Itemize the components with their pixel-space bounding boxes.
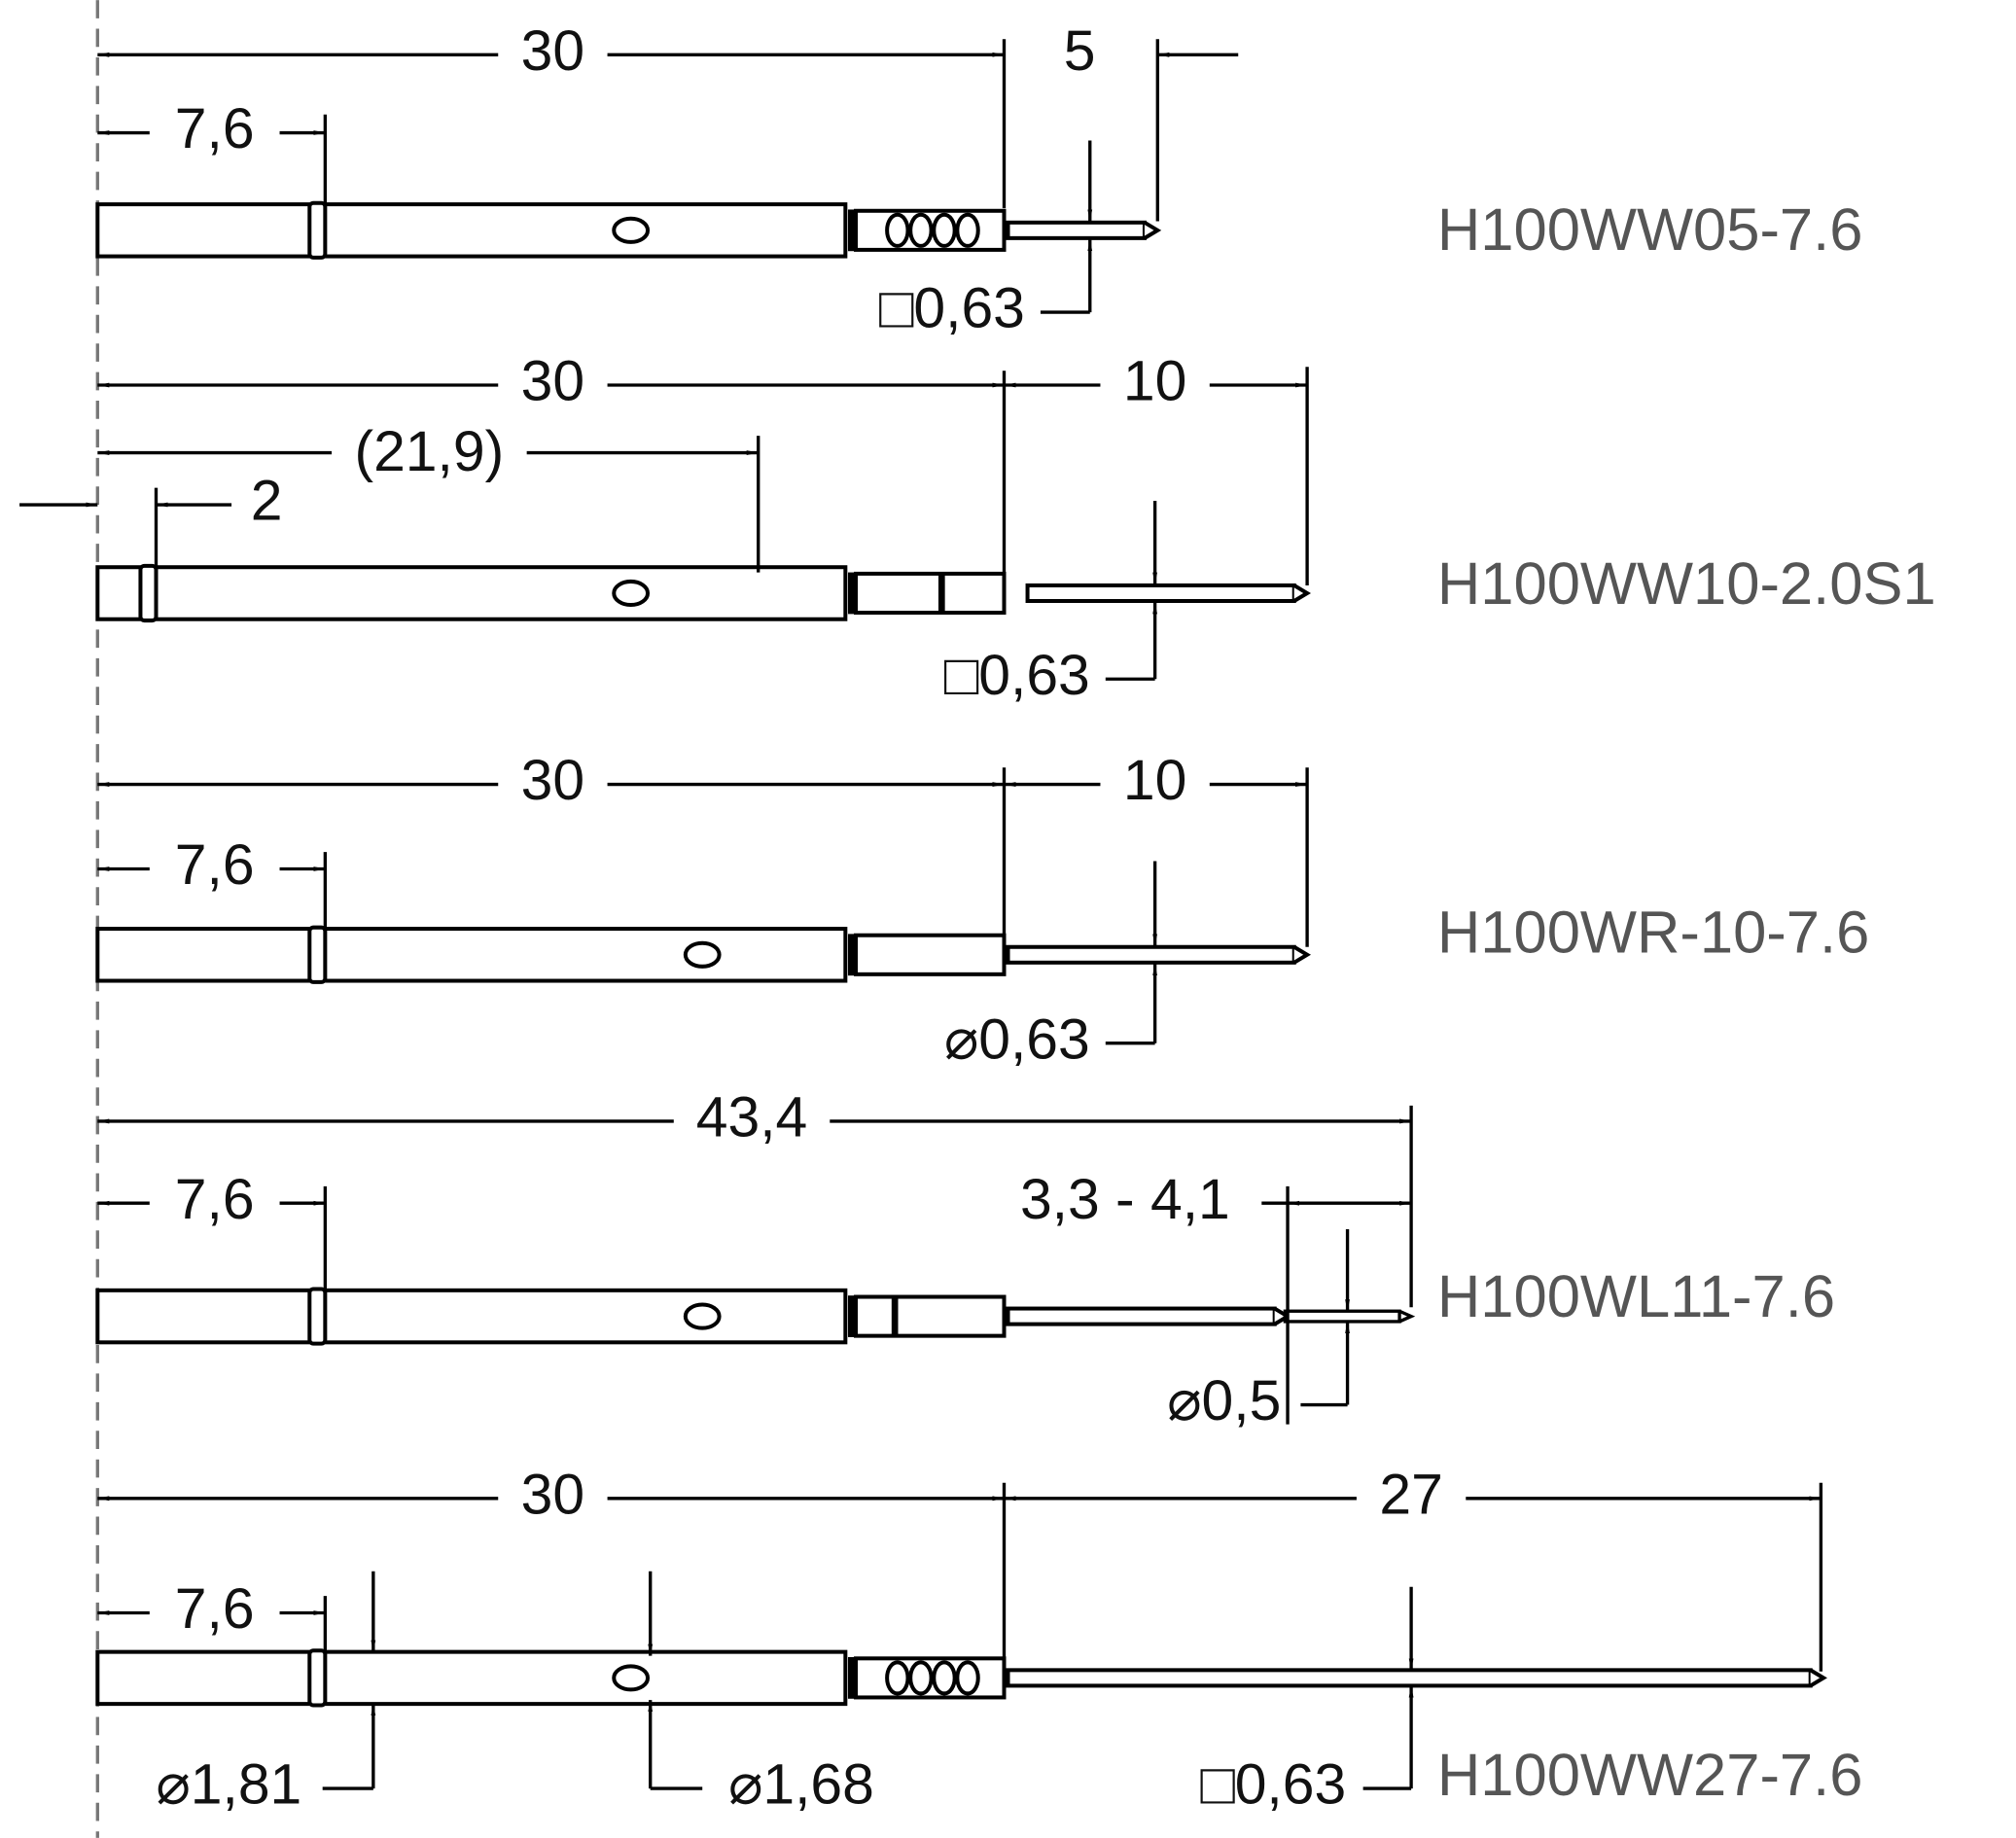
dim: □0,63 <box>879 277 1025 340</box>
dim: 10 <box>1123 749 1186 812</box>
dim: 30 <box>521 19 584 83</box>
probe-front <box>847 934 857 976</box>
probe-front <box>847 572 857 615</box>
pin <box>1006 944 1296 965</box>
dim: □0,63 <box>1200 1753 1346 1817</box>
probe-sleeve <box>854 933 1007 976</box>
groove <box>307 1287 328 1346</box>
dim: ⌀1,68 <box>728 1753 874 1817</box>
probe-front <box>847 1295 857 1337</box>
probe-name: H100WW10-2.0S1 <box>1437 550 1936 618</box>
probe-body <box>95 1649 848 1707</box>
dim: 43,4 <box>696 1086 807 1149</box>
dim: 7,6 <box>175 1577 255 1641</box>
probe-name: H100WL11-7.6 <box>1437 1263 1835 1330</box>
dim: 27 <box>1379 1463 1442 1526</box>
dim: 7,6 <box>175 1168 255 1231</box>
groove <box>307 925 328 984</box>
coil <box>908 212 934 248</box>
probe-name: H100WW05-7.6 <box>1437 196 1863 264</box>
dim: 3,3 - 4,1 <box>1020 1168 1230 1231</box>
pin <box>1025 583 1296 604</box>
pin-tip <box>1292 583 1312 603</box>
pin-tip <box>1398 1309 1416 1324</box>
groove <box>138 563 159 623</box>
pin-tip <box>1292 945 1312 965</box>
coil <box>932 1660 957 1696</box>
coil <box>885 1660 910 1696</box>
probe-body <box>95 1288 848 1345</box>
hole <box>612 1664 651 1692</box>
hole <box>612 579 651 608</box>
dim: 30 <box>521 749 584 812</box>
pin <box>1006 1306 1277 1326</box>
probe-name: H100WR-10-7.6 <box>1437 899 1869 966</box>
dim: 30 <box>521 1463 584 1526</box>
probe-body <box>95 565 848 621</box>
coil <box>932 212 957 248</box>
probe-sleeve <box>854 1294 1007 1338</box>
pin-tip <box>1143 221 1162 240</box>
probe-front <box>847 1656 857 1699</box>
pin <box>1006 220 1147 240</box>
probe-sleeve <box>854 571 1007 616</box>
shapes <box>19 39 1827 1790</box>
dim: ⌀0,63 <box>944 1007 1090 1071</box>
hole <box>683 1302 722 1330</box>
groove <box>307 1648 328 1708</box>
dim: 5 <box>1064 19 1096 83</box>
probe-name: H100WW27-7.6 <box>1437 1742 1863 1809</box>
dim: 2 <box>251 470 283 533</box>
dim: 30 <box>521 350 584 413</box>
pin <box>1006 1668 1813 1688</box>
dim: 7,6 <box>175 833 255 897</box>
coil <box>908 1660 934 1696</box>
pin-tip <box>1809 1668 1827 1688</box>
dim: 10 <box>1123 350 1186 413</box>
pin-thin <box>1283 1309 1401 1324</box>
dim: 7,6 <box>175 97 255 160</box>
probe-front <box>847 209 857 252</box>
groove <box>307 200 328 260</box>
hole <box>612 216 651 244</box>
probe-body <box>95 927 848 983</box>
dim: ⌀0,5 <box>1167 1369 1281 1432</box>
dim: (21,9) <box>355 420 505 483</box>
probe-body <box>95 202 848 259</box>
dim: □0,63 <box>944 644 1090 707</box>
coil <box>955 1660 980 1696</box>
coil <box>955 212 980 248</box>
hole <box>683 940 722 969</box>
dim: ⌀1,81 <box>156 1753 301 1817</box>
coil <box>885 212 910 248</box>
